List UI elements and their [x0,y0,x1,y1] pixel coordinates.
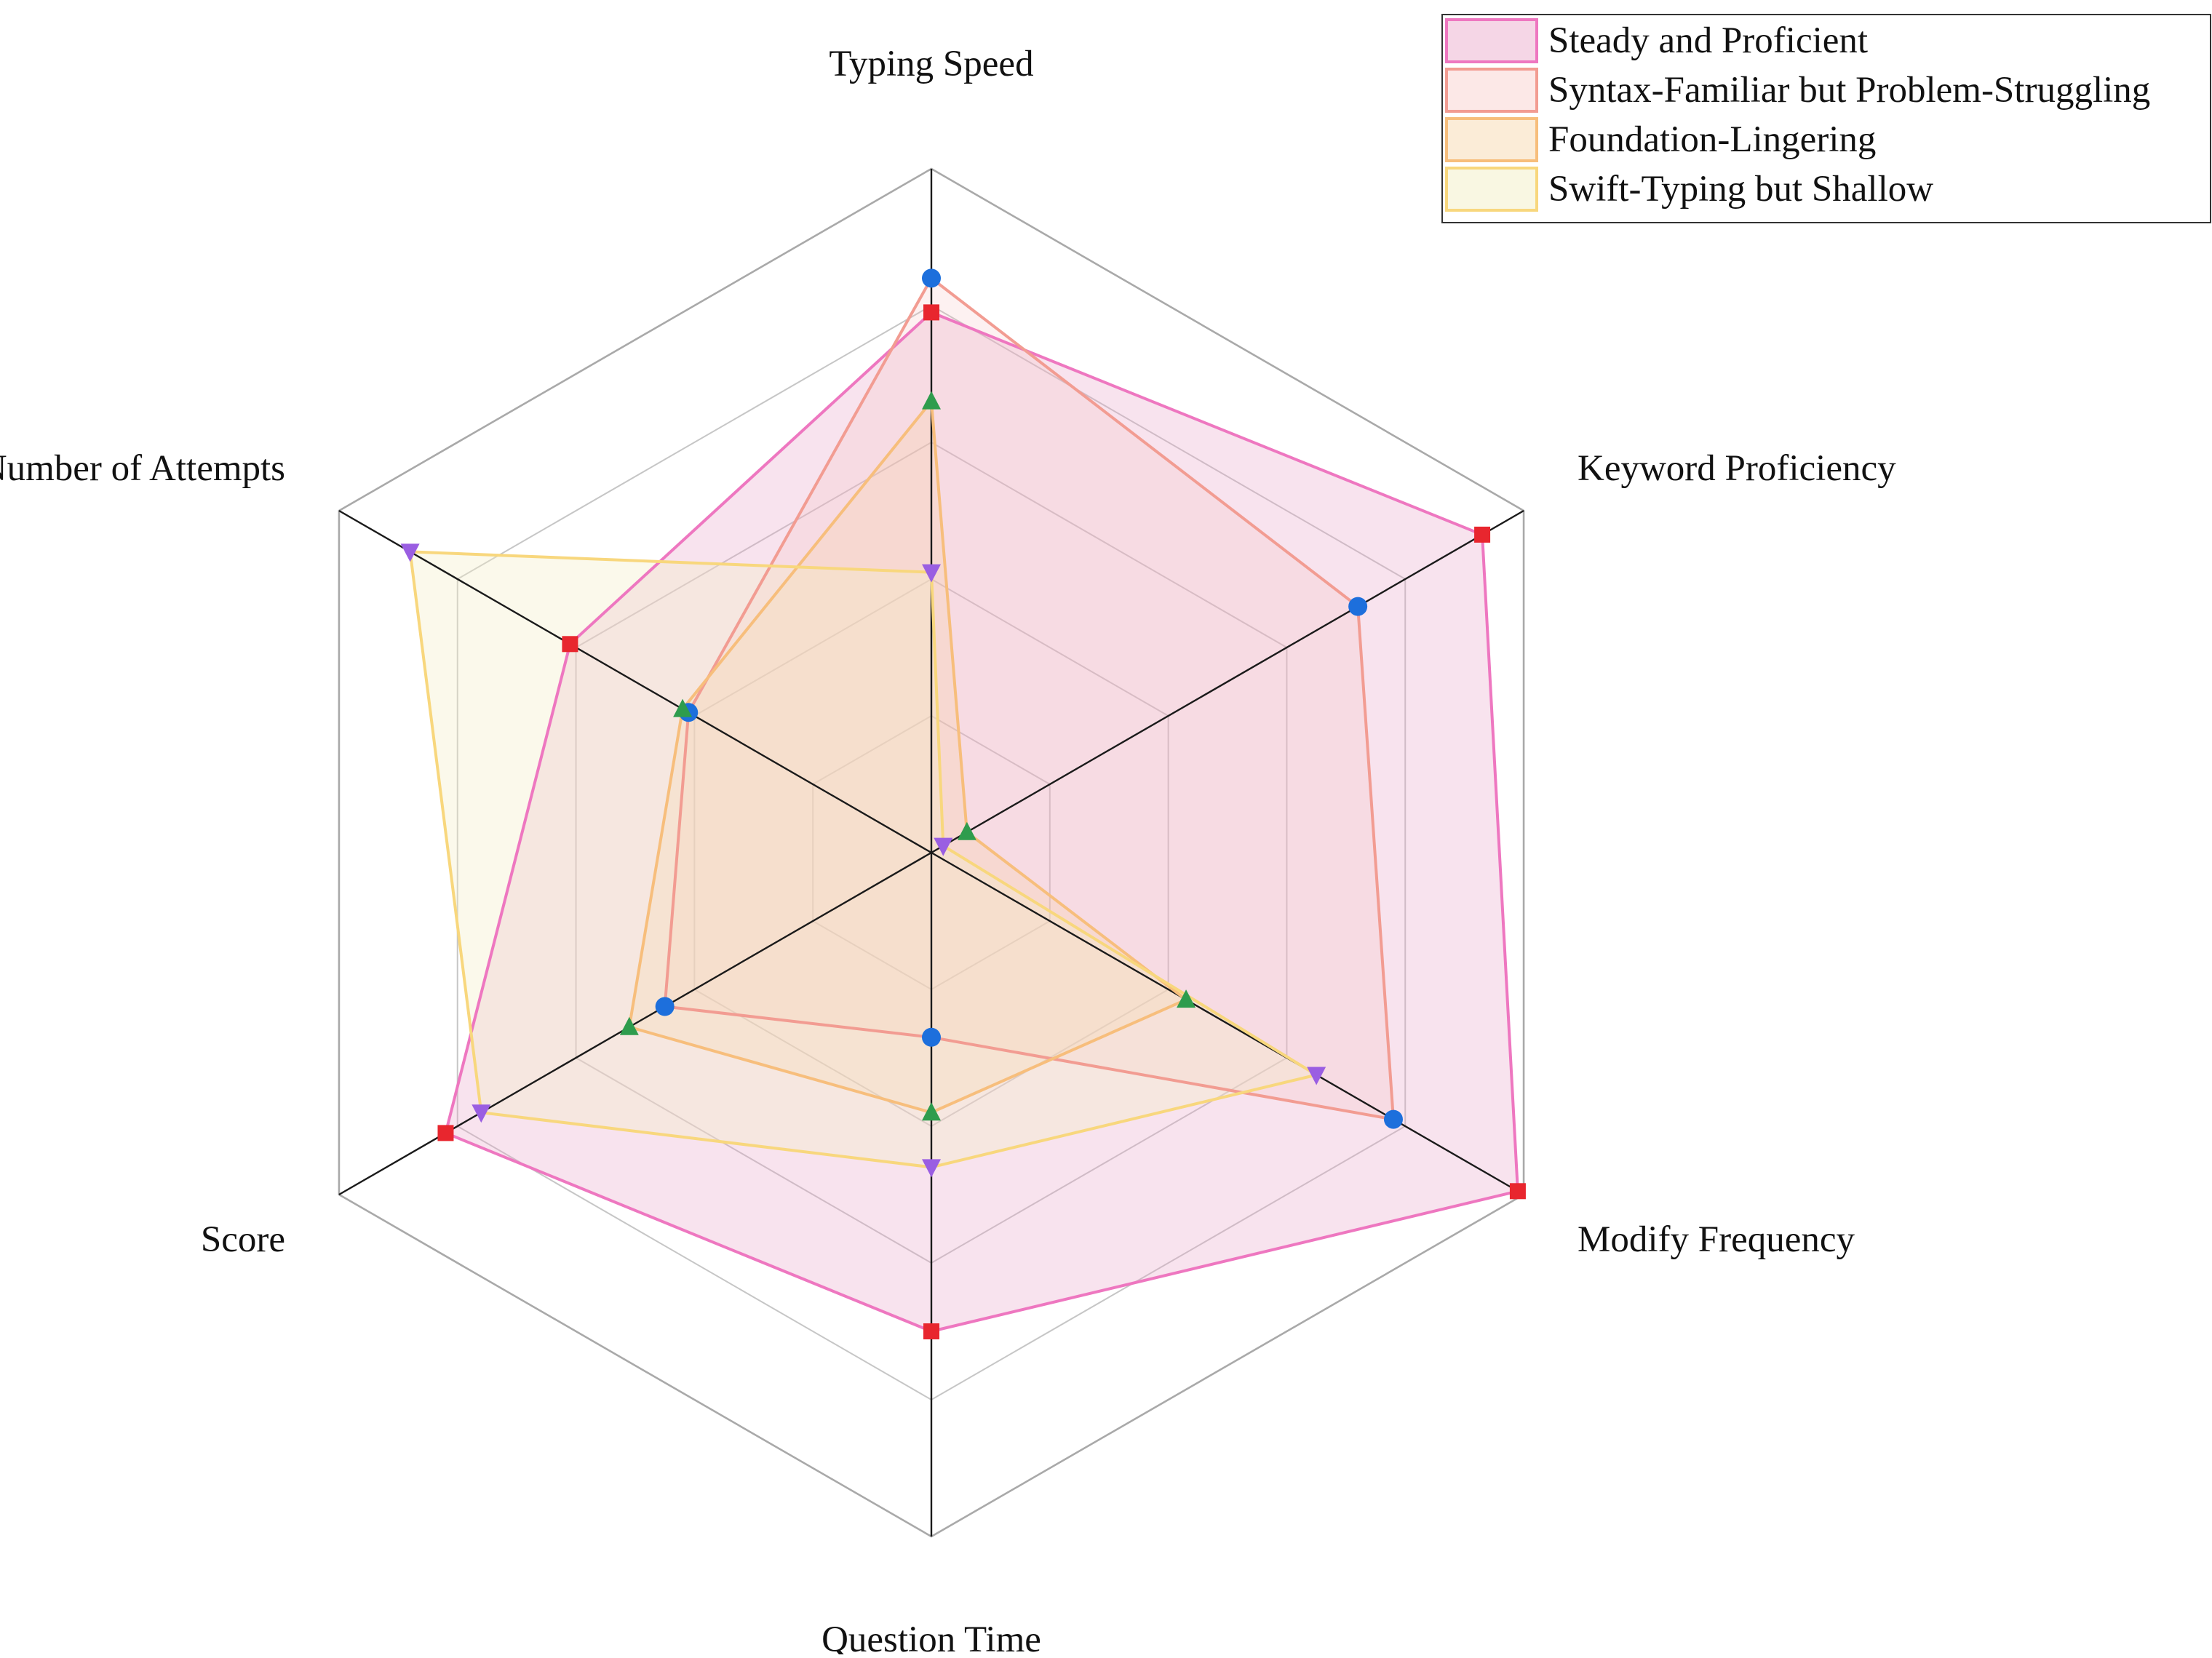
data-point-swift-typing-but-shallow [400,543,420,562]
axis-label-keyword-proficiency: Keyword Proficiency [1578,448,1896,489]
data-point-steady-and-proficient [923,1323,939,1339]
axis-label-typing-speed: Typing Speed [829,44,1033,84]
series-area-swift-typing-but-shallow [410,551,1317,1168]
axis-line-number-of-attempts [338,509,932,854]
axis-label-number-of-attempts: Number of Attempts [0,448,285,489]
data-point-foundation-lingering [673,698,693,717]
axis-line-keyword-proficiency [931,509,1524,854]
axis-line-modify-frequency [931,851,1524,1196]
legend-label: Syntax-Familiar but Problem-Struggling [1548,70,2150,111]
axis-labels: Typing Speed Keyword Proficiency Modify Fr… [0,44,1896,1658]
data-point-syntax-familiar-but-problem-struggling [1348,597,1368,616]
axis-label-question-time: Question Time [821,1619,1041,1654]
data-point-swift-typing-but-shallow [922,564,941,583]
legend-label: Steady and Proficient [1548,20,1868,61]
series-markers [400,268,1526,1339]
data-point-steady-and-proficient [923,304,939,321]
legend-item-syntax-familiar-but-problem-struggling: Syntax-Familiar but Problem-Struggling [1445,68,2150,113]
axis-label-modify-frequency: Modify Frequency [1578,1219,1855,1260]
data-point-swift-typing-but-shallow [472,1104,491,1123]
data-point-steady-and-proficient [1474,526,1491,543]
legend: Steady and Proficient Syntax-Familiar but… [1441,14,2211,223]
data-point-syntax-familiar-but-problem-struggling [1383,1109,1403,1129]
legend-swatch [1445,68,1538,113]
series-area-syntax-familiar-but-problem-struggling [664,278,1393,1120]
data-point-steady-and-proficient [562,636,578,653]
series-area-steady-and-proficient [445,312,1518,1331]
legend-item-foundation-lingering: Foundation-Lingering [1445,117,1876,162]
data-point-steady-and-proficient [437,1125,454,1141]
data-point-syntax-familiar-but-problem-struggling [922,1027,941,1047]
data-point-syntax-familiar-but-problem-struggling [655,997,675,1016]
series-area-foundation-lingering [629,401,1187,1113]
data-point-swift-typing-but-shallow [934,837,953,856]
data-point-foundation-lingering [619,1016,639,1035]
data-point-swift-typing-but-shallow [1307,1067,1326,1085]
legend-label: Swift-Typing but Shallow [1548,169,1933,210]
data-point-syntax-familiar-but-problem-struggling [922,268,941,288]
legend-item-swift-typing-but-shallow: Swift-Typing but Shallow [1445,167,1933,212]
legend-box [1441,14,2211,223]
axis-label-score: Score [201,1219,285,1260]
legend-swatch [1445,167,1538,212]
legend-swatch [1445,18,1538,63]
data-point-foundation-lingering [922,391,941,410]
data-point-foundation-lingering [957,821,976,840]
data-point-foundation-lingering [1177,989,1196,1008]
legend-label: Foundation-Lingering [1548,119,1876,160]
series-areas [410,278,1518,1331]
legend-item-steady-and-proficient: Steady and Proficient [1445,18,1868,63]
data-point-swift-typing-but-shallow [922,1159,941,1178]
data-point-foundation-lingering [922,1102,941,1121]
legend-swatch [1445,117,1538,162]
data-point-steady-and-proficient [1509,1183,1526,1200]
